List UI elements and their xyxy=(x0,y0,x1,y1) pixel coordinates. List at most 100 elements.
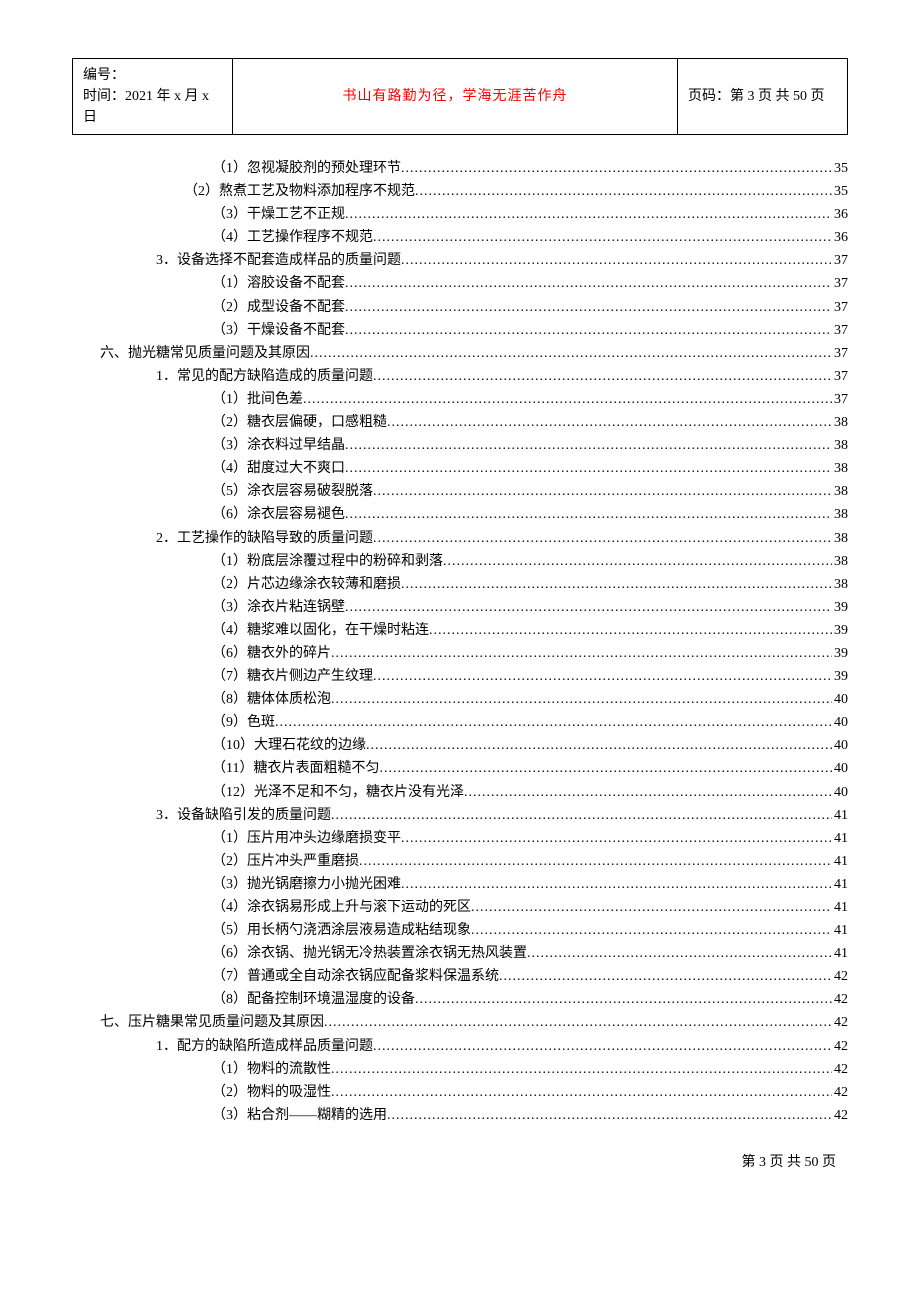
toc-leader-dots xyxy=(359,850,832,873)
toc-entry: 七、压片糖果常见质量问题及其原因42 xyxy=(72,1011,848,1034)
toc-entry-page: 41 xyxy=(832,804,848,827)
toc-entry-page: 37 xyxy=(832,272,848,295)
toc-entry-page: 40 xyxy=(832,711,848,734)
toc-leader-dots xyxy=(401,827,832,850)
toc-entry: （10）大理石花纹的边缘 40 xyxy=(72,734,848,757)
toc-leader-dots xyxy=(401,873,832,896)
toc-entry: （1）物料的流散性 42 xyxy=(72,1058,848,1081)
toc-entry-label: （6）涂衣锅、抛光锅无冷热装置涂衣锅无热风装置 xyxy=(212,942,527,965)
toc-entry: （7）普通或全自动涂衣锅应配备浆料保温系统42 xyxy=(72,965,848,988)
toc-entry-page: 37 xyxy=(832,249,848,272)
toc-entry-page: 38 xyxy=(832,527,848,550)
toc-entry-page: 37 xyxy=(832,388,848,411)
toc-entry: 3．设备选择不配套造成样品的质量问题 37 xyxy=(72,249,848,272)
toc-entry-page: 39 xyxy=(832,642,848,665)
toc-entry-label: （3）抛光锅磨擦力小抛光困难 xyxy=(212,873,401,896)
toc-entry-label: （1）批间色差 xyxy=(212,388,303,411)
toc-entry: （4）工艺操作程序不规范36 xyxy=(72,226,848,249)
toc-entry-page: 41 xyxy=(832,827,848,850)
toc-leader-dots xyxy=(443,550,832,573)
page-footer: 第 3 页 共 50 页 xyxy=(72,1151,848,1171)
toc-entry: （3）干燥工艺不正规 36 xyxy=(72,203,848,226)
toc-entry-page: 42 xyxy=(832,1011,848,1034)
toc-leader-dots xyxy=(331,1081,832,1104)
toc-entry-label: （2）压片冲头严重磨损 xyxy=(212,850,359,873)
toc-entry: （5）涂衣层容易破裂脱落38 xyxy=(72,480,848,503)
toc-entry-page: 42 xyxy=(832,965,848,988)
toc-leader-dots xyxy=(464,781,832,804)
toc-entry-label: （4）糖浆难以固化，在干燥时粘连 xyxy=(212,619,429,642)
toc-entry-page: 41 xyxy=(832,850,848,873)
toc-entry-page: 42 xyxy=(832,988,848,1011)
toc-entry: 2．工艺操作的缺陷导致的质量问题38 xyxy=(72,527,848,550)
toc-entry-label: （1）忽视凝胶剂的预处理环节 xyxy=(212,157,401,180)
toc-entry-page: 42 xyxy=(832,1081,848,1104)
toc-entry-label: （8）糖体体质松泡 xyxy=(212,688,331,711)
toc-leader-dots xyxy=(345,319,832,342)
toc-entry-page: 40 xyxy=(832,734,848,757)
toc-entry: （2）片芯边缘涂衣较薄和磨损38 xyxy=(72,573,848,596)
header-table: 编号： 时间：2021 年 x 月 x 日 书山有路勤为径，学海无涯苦作舟 页码… xyxy=(72,58,848,135)
toc-entry: 3．设备缺陷引发的质量问题 41 xyxy=(72,804,848,827)
toc-leader-dots xyxy=(331,804,832,827)
toc-leader-dots xyxy=(429,619,832,642)
toc-entry-label: （1）压片用冲头边缘磨损变平 xyxy=(212,827,401,850)
toc-entry: （12）光泽不足和不匀，糖衣片没有光泽40 xyxy=(72,781,848,804)
toc-entry-label: 六、抛光糖常见质量问题及其原因 xyxy=(100,342,310,365)
toc-entry: （9）色斑 40 xyxy=(72,711,848,734)
doc-id-label: 编号： xyxy=(83,65,222,86)
toc-entry-label: （6）糖衣外的碎片 xyxy=(212,642,331,665)
toc-entry-page: 42 xyxy=(832,1104,848,1127)
toc-leader-dots xyxy=(387,1104,832,1127)
toc-entry: 六、抛光糖常见质量问题及其原因37 xyxy=(72,342,848,365)
toc-leader-dots xyxy=(373,665,832,688)
toc-entry-label: （5）用长柄勺浇洒涂层液易造成粘结现象 xyxy=(212,919,471,942)
toc-entry-page: 38 xyxy=(832,573,848,596)
toc-entry-page: 37 xyxy=(832,296,848,319)
toc-leader-dots xyxy=(345,434,832,457)
toc-entry: （1）批间色差 37 xyxy=(72,388,848,411)
toc-entry: （7）糖衣片侧边产生纹理39 xyxy=(72,665,848,688)
toc-entry-label: （2）物料的吸湿性 xyxy=(212,1081,331,1104)
toc-entry-label: （3）涂衣料过早结晶 xyxy=(212,434,345,457)
toc-leader-dots xyxy=(401,573,832,596)
toc-leader-dots xyxy=(345,596,832,619)
toc-entry: （1）粉底层涂覆过程中的粉碎和剥落38 xyxy=(72,550,848,573)
toc-leader-dots xyxy=(275,711,832,734)
toc-entry-page: 39 xyxy=(832,619,848,642)
toc-entry-label: （4）甜度过大不爽口 xyxy=(212,457,345,480)
toc-entry: （4）甜度过大不爽口 38 xyxy=(72,457,848,480)
toc-entry-page: 37 xyxy=(832,365,848,388)
toc-entry-label: 3．设备选择不配套造成样品的质量问题 xyxy=(156,249,401,272)
toc-entry-label: 3．设备缺陷引发的质量问题 xyxy=(156,804,331,827)
toc-entry-label: （3）涂衣片粘连锅壁 xyxy=(212,596,345,619)
toc-entry-page: 39 xyxy=(832,596,848,619)
toc-entry-label: （2）熬煮工艺及物料添加程序不规范 xyxy=(184,180,415,203)
toc-leader-dots xyxy=(331,642,832,665)
toc-entry-label: （1）溶胶设备不配套 xyxy=(212,272,345,295)
toc-entry: （4）糖浆难以固化，在干燥时粘连 39 xyxy=(72,619,848,642)
toc-leader-dots xyxy=(499,965,832,988)
toc-entry: （1）溶胶设备不配套 37 xyxy=(72,272,848,295)
toc-entry: （6）涂衣层容易褪色 38 xyxy=(72,503,848,526)
toc-entry-label: （6）涂衣层容易褪色 xyxy=(212,503,345,526)
toc-leader-dots xyxy=(387,411,832,434)
toc-entry: （3）涂衣片粘连锅壁 39 xyxy=(72,596,848,619)
toc-entry: （2）物料的吸湿性 42 xyxy=(72,1081,848,1104)
toc-leader-dots xyxy=(373,365,832,388)
toc-leader-dots xyxy=(471,896,832,919)
toc-entry: （4）涂衣锅易形成上升与滚下运动的死区41 xyxy=(72,896,848,919)
toc-entry: （2）熬煮工艺及物料添加程序不规范35 xyxy=(72,180,848,203)
toc-entry-label: （1）物料的流散性 xyxy=(212,1058,331,1081)
toc-entry-label: （9）色斑 xyxy=(212,711,275,734)
toc-entry-label: （8）配备控制环境温湿度的设备 xyxy=(212,988,415,1011)
toc-leader-dots xyxy=(345,203,832,226)
toc-leader-dots xyxy=(345,503,832,526)
toc-leader-dots xyxy=(471,919,832,942)
toc-entry-page: 40 xyxy=(832,781,848,804)
toc-entry-label: （3）干燥工艺不正规 xyxy=(212,203,345,226)
toc-entry: （6）糖衣外的碎片 39 xyxy=(72,642,848,665)
toc-entry-page: 38 xyxy=(832,480,848,503)
table-of-contents: （1）忽视凝胶剂的预处理环节35（2）熬煮工艺及物料添加程序不规范35（3）干燥… xyxy=(72,157,848,1127)
toc-leader-dots xyxy=(527,942,832,965)
